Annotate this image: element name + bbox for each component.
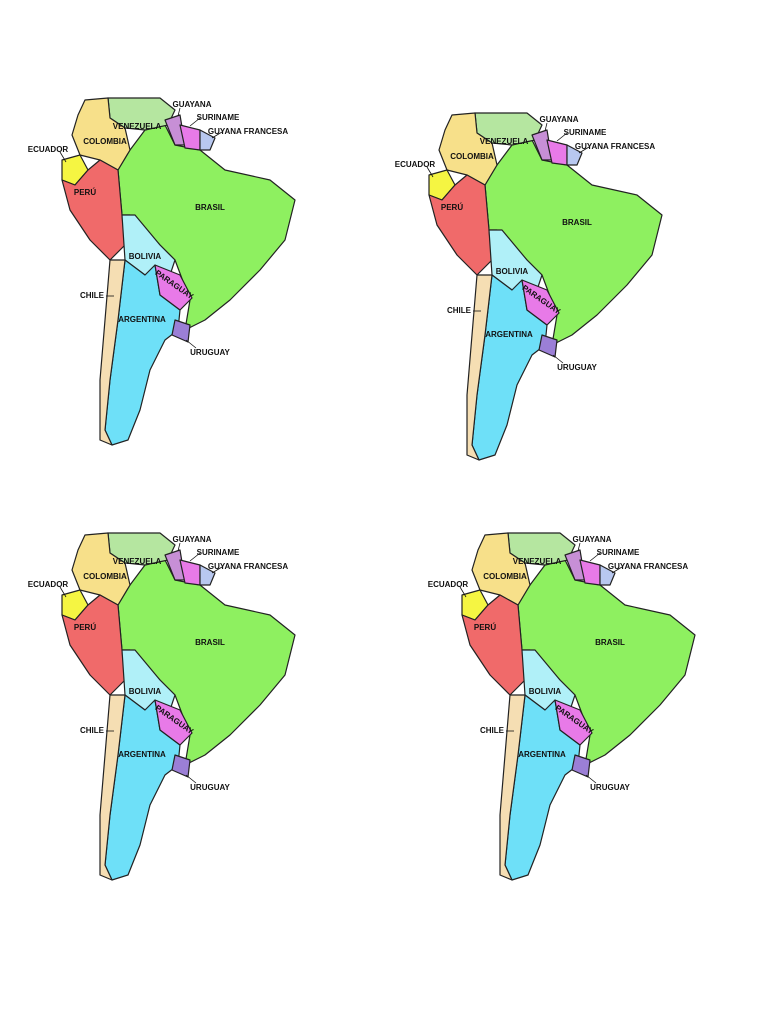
label-arrow <box>611 566 623 574</box>
country-label: SURINAME <box>197 548 240 557</box>
country-label: URUGUAY <box>190 348 230 357</box>
country-label: GUYANA FRANCESA <box>608 562 689 571</box>
country-label: ARGENTINA <box>485 330 533 339</box>
country-label: GUAYANA <box>573 535 612 544</box>
country-label: VENEZUELA <box>113 557 162 566</box>
label-arrow <box>189 117 201 127</box>
label-arrow <box>556 132 568 142</box>
country-label: BOLIVIA <box>129 687 162 696</box>
south-america-map: VENEZUELA GUAYANA SURINAME GUYANA FRANCESA C… <box>395 112 663 461</box>
country-label: CHILE <box>80 726 105 735</box>
label-arrow <box>211 131 223 139</box>
country-label: ARGENTINA <box>118 315 166 324</box>
south-america-map: VENEZUELA GUAYANA SURINAME GUYANA FRANCESA C… <box>428 532 696 881</box>
country-label: SURINAME <box>564 128 607 137</box>
country-guyana-francesa <box>599 564 616 586</box>
country-label: VENEZUELA <box>480 137 529 146</box>
country-label: BOLIVIA <box>529 687 562 696</box>
country-label: BOLIVIA <box>129 252 162 261</box>
country-chile <box>99 259 126 446</box>
country-label: SURINAME <box>597 548 640 557</box>
country-paraguay <box>554 699 593 746</box>
country-paraguay <box>521 279 560 326</box>
country-label: BRASIL <box>195 638 225 647</box>
label-arrow <box>185 339 197 349</box>
label-arrow <box>577 542 581 552</box>
country-guyana-francesa <box>566 144 583 166</box>
country-label: GUYANA FRANCESA <box>575 142 656 151</box>
country-label: SURINAME <box>197 113 240 122</box>
label-arrow <box>578 146 590 154</box>
label-arrow <box>589 552 601 562</box>
country-label: URUGUAY <box>557 363 597 372</box>
country-label: GUAYANA <box>540 115 579 124</box>
label-arrow <box>177 542 181 552</box>
label-arrow <box>189 552 201 562</box>
country-label: BRASIL <box>562 218 592 227</box>
country-label: VENEZUELA <box>513 557 562 566</box>
label-arrow <box>459 586 467 598</box>
country-label: CHILE <box>447 306 472 315</box>
country-label: GUAYANA <box>173 100 212 109</box>
country-label: GUAYANA <box>173 535 212 544</box>
country-label: BRASIL <box>595 638 625 647</box>
country-label: COLOMBIA <box>83 572 127 581</box>
country-label: PERÚ <box>74 623 96 632</box>
country-label: COLOMBIA <box>450 152 494 161</box>
country-label: PERÚ <box>441 203 463 212</box>
country-label: PERÚ <box>74 188 96 197</box>
country-label: GUYANA FRANCESA <box>208 127 289 136</box>
country-label: COLOMBIA <box>83 137 127 146</box>
country-label: ECUADOR <box>28 145 69 154</box>
country-label: ECUADOR <box>428 580 469 589</box>
label-arrow <box>59 151 67 163</box>
country-guyana-francesa <box>199 564 216 586</box>
country-label: BRASIL <box>195 203 225 212</box>
country-chile <box>499 694 526 881</box>
label-arrow <box>585 774 597 784</box>
country-label: ECUADOR <box>28 580 69 589</box>
country-chile <box>466 274 493 461</box>
country-guyana-francesa <box>199 129 216 151</box>
country-label: CHILE <box>80 291 105 300</box>
country-label: GUYANA FRANCESA <box>208 562 289 571</box>
country-chile <box>99 694 126 881</box>
country-label: URUGUAY <box>590 783 630 792</box>
label-arrow <box>552 354 564 364</box>
label-arrow <box>185 774 197 784</box>
south-america-map: VENEZUELA GUAYANA SURINAME GUYANA FRANCESA C… <box>28 532 296 881</box>
country-label: ECUADOR <box>395 160 436 169</box>
country-paraguay <box>154 264 193 311</box>
country-paraguay <box>154 699 193 746</box>
country-label: URUGUAY <box>190 783 230 792</box>
country-label: ARGENTINA <box>118 750 166 759</box>
south-america-map: VENEZUELA GUAYANA SURINAME GUYANA FRANCESA C… <box>28 97 296 446</box>
label-arrow <box>426 166 434 178</box>
country-label: BOLIVIA <box>496 267 529 276</box>
country-label: VENEZUELA <box>113 122 162 131</box>
country-label: COLOMBIA <box>483 572 527 581</box>
label-arrow <box>544 122 548 132</box>
country-label: PERÚ <box>474 623 496 632</box>
country-label: CHILE <box>480 726 505 735</box>
label-arrow <box>177 107 181 117</box>
label-arrow <box>59 586 67 598</box>
label-arrow <box>211 566 223 574</box>
country-label: ARGENTINA <box>518 750 566 759</box>
